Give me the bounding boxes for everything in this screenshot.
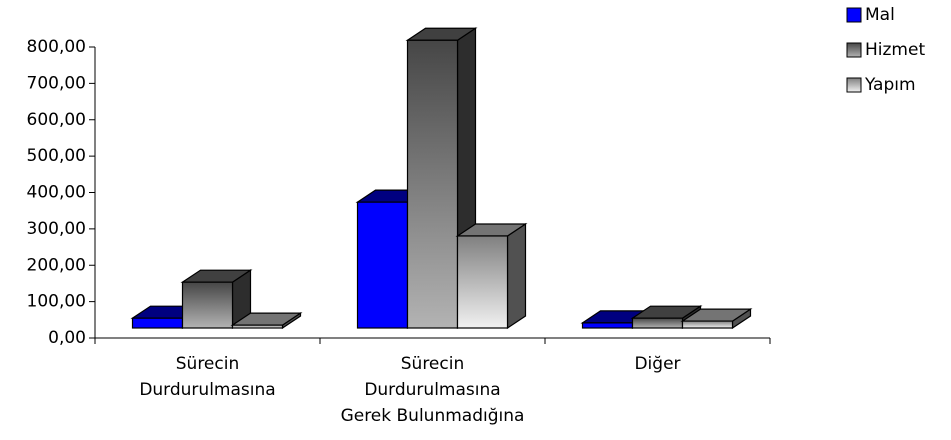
y-tick-label: 100,00 (27, 292, 86, 312)
bar-front (456, 235, 509, 329)
y-tick-label: 600,00 (27, 110, 86, 130)
y-tick-label: 0,00 (48, 328, 86, 348)
legend-label: Mal (865, 5, 895, 25)
y-tick-label: 700,00 (27, 73, 86, 93)
bar-front (181, 281, 234, 329)
bar (455, 222, 528, 330)
legend-label: Hizmet (865, 40, 925, 60)
bar (680, 307, 753, 330)
legend-swatch (846, 42, 862, 58)
y-tick-label: 400,00 (27, 183, 86, 203)
bar-front (631, 317, 684, 329)
x-tick-label: Diğer (634, 354, 680, 374)
bar-front (131, 317, 184, 329)
y-tick-label: 800,00 (27, 37, 86, 57)
bar-front (231, 324, 284, 329)
bar-front (581, 322, 634, 329)
y-tick-label: 300,00 (27, 219, 86, 239)
bar-side (506, 222, 527, 330)
legend-swatch (846, 7, 862, 23)
y-tick-label: 200,00 (27, 255, 86, 275)
bar-front (681, 320, 734, 329)
bar-front (356, 201, 409, 329)
bar (230, 311, 303, 330)
bar (180, 269, 253, 330)
x-tick-label: Sürecin Durdurulmasına (139, 354, 275, 400)
legend-swatch (846, 77, 862, 93)
bar-front (406, 39, 459, 329)
legend-label: Yapım (864, 75, 916, 95)
x-tick-label: Sürecin Durdurulmasına Gerek Bulunmadığına (341, 354, 525, 426)
y-tick-label: 500,00 (27, 146, 86, 166)
